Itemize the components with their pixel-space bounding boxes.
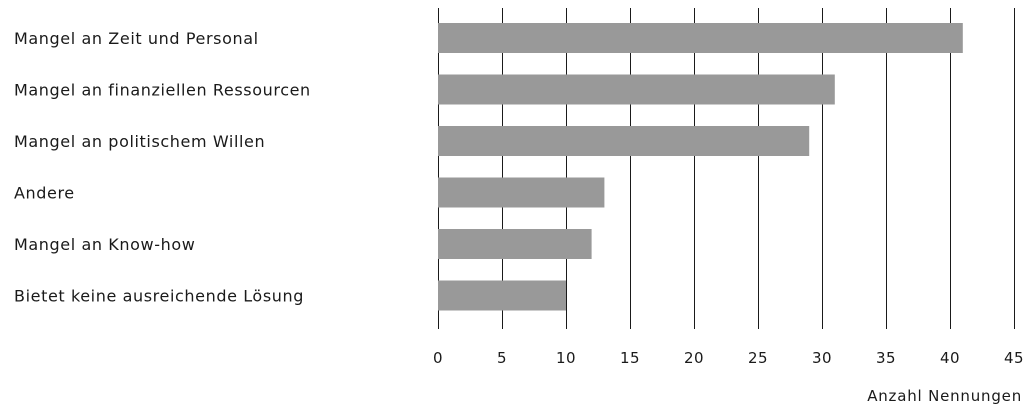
x-tick-labels: 0 5 10 15 20 25 30 35 40 45 xyxy=(433,349,1024,367)
gridlines xyxy=(438,8,1015,329)
x-tick-label-15: 15 xyxy=(620,349,640,367)
x-tick-label-25: 25 xyxy=(748,349,768,367)
x-axis-title: Anzahl Nennungen xyxy=(867,387,1022,405)
category-label-5: Mangel an Know-how xyxy=(14,235,195,254)
category-label-4: Andere xyxy=(14,184,75,203)
category-label-6: Bietet keine ausreichende Lösung xyxy=(14,287,304,306)
bar-6 xyxy=(438,280,566,311)
x-tick-label-45: 45 xyxy=(1004,349,1024,367)
x-tick-label-0: 0 xyxy=(433,349,443,367)
x-tick-label-40: 40 xyxy=(940,349,960,367)
category-label-2: Mangel an finanziellen Ressourcen xyxy=(14,81,311,100)
bar-5 xyxy=(438,229,592,259)
bar-3 xyxy=(438,126,810,156)
x-tick-label-5: 5 xyxy=(497,349,507,367)
category-label-1: Mangel an Zeit und Personal xyxy=(14,29,259,48)
x-tick-label-10: 10 xyxy=(556,349,576,367)
category-label-3: Mangel an politischem Willen xyxy=(14,132,265,151)
bar-2 xyxy=(438,74,835,105)
category-labels: Mangel an Zeit und Personal Mangel an fin… xyxy=(14,29,311,306)
bars xyxy=(438,23,963,311)
x-tick-label-20: 20 xyxy=(684,349,704,367)
x-tick-label-30: 30 xyxy=(812,349,832,367)
bar-1 xyxy=(438,23,963,53)
x-tick-label-35: 35 xyxy=(876,349,896,367)
bar-4 xyxy=(438,177,605,208)
